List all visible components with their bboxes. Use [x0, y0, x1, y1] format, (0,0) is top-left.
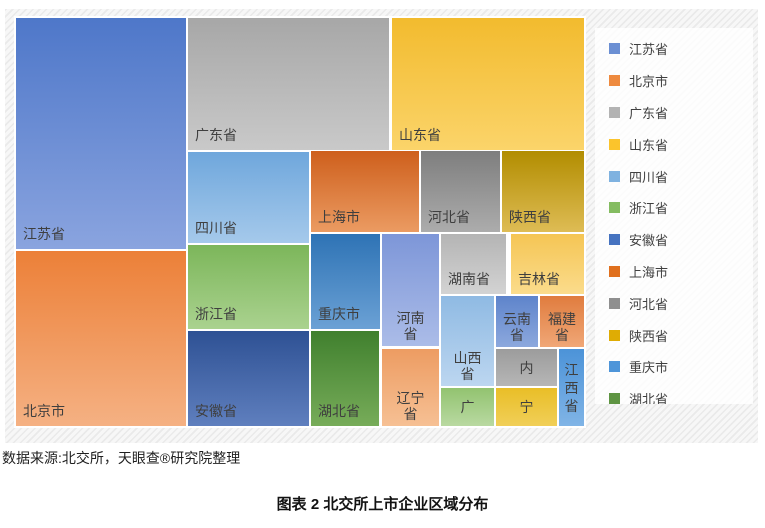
treemap-tile-inner-mongolia[interactable]: 内 — [496, 349, 557, 386]
treemap-tile-shanghai[interactable]: 上海市 — [311, 151, 419, 232]
legend: 江苏省北京市广东省山东省四川省浙江省安徽省上海市河北省陕西省重庆市湖北省 — [595, 28, 753, 404]
legend-swatch-icon — [609, 297, 620, 309]
legend-swatch-icon — [609, 202, 620, 214]
treemap-tile-shandong[interactable]: 山东省 — [392, 18, 584, 150]
tile-label: 安徽省 — [195, 403, 237, 419]
tile-label: 四川省 — [195, 220, 237, 236]
legend-swatch-icon — [609, 329, 620, 341]
tile-label: 江苏省 — [23, 226, 65, 242]
legend-label: 山东省 — [629, 137, 669, 153]
tile-label: 宁 — [519, 399, 534, 415]
treemap-tile-sichuan[interactable]: 四川省 — [188, 152, 309, 243]
tile-label: 吉林省 — [518, 271, 560, 287]
legend-swatch-icon — [609, 265, 620, 277]
legend-item[interactable]: 广东省 — [609, 97, 753, 129]
legend-swatch-icon — [609, 138, 620, 150]
tile-label: 湖南省 — [448, 271, 490, 287]
treemap-tile-shaanxi[interactable]: 陕西省 — [502, 151, 584, 232]
legend-swatch-icon — [609, 75, 620, 87]
treemap-tile-hebei[interactable]: 河北省 — [421, 151, 500, 232]
legend-item[interactable]: 湖北省 — [609, 383, 753, 404]
treemap-tile-jilin[interactable]: 吉林省 — [511, 234, 584, 294]
treemap-tile-chongqing[interactable]: 重庆市 — [311, 234, 380, 329]
legend-item[interactable]: 重庆市 — [609, 351, 753, 383]
tile-label: 广东省 — [195, 127, 237, 143]
tile-label: 江西省 — [564, 361, 579, 414]
treemap-tile-zhejiang[interactable]: 浙江省 — [188, 245, 309, 329]
legend-item[interactable]: 安徽省 — [609, 224, 753, 256]
legend-label: 安徽省 — [629, 233, 669, 249]
treemap-tile-guangxi[interactable]: 广 — [441, 388, 494, 426]
treemap-tile-shanxi[interactable]: 山西省 — [441, 296, 494, 386]
legend-item[interactable]: 浙江省 — [609, 192, 753, 224]
legend-swatch-icon — [609, 393, 620, 404]
tile-label: 河南省 — [396, 310, 425, 342]
treemap-tile-jiangxi[interactable]: 江西省 — [559, 349, 584, 426]
tile-label: 河北省 — [428, 209, 470, 225]
treemap-tile-fujian[interactable]: 福建省 — [540, 296, 584, 347]
legend-item[interactable]: 上海市 — [609, 256, 753, 288]
tile-label: 辽宁省 — [396, 390, 425, 422]
tile-label: 广 — [460, 399, 475, 415]
source-note: 数据来源:北交所，天眼查®研究院整理 — [2, 450, 241, 466]
treemap-tile-henan[interactable]: 河南省 — [382, 234, 439, 346]
legend-label: 四川省 — [629, 169, 669, 185]
treemap-tile-liaoning[interactable]: 辽宁省 — [382, 349, 439, 426]
legend-swatch-icon — [609, 361, 620, 373]
legend-swatch-icon — [609, 43, 620, 55]
legend-label: 北京市 — [629, 74, 669, 90]
tile-label: 云南省 — [503, 311, 531, 343]
legend-item[interactable]: 河北省 — [609, 287, 753, 319]
legend-label: 江苏省 — [629, 42, 669, 58]
legend-label: 陕西省 — [629, 328, 669, 344]
tile-label: 福建省 — [548, 311, 576, 343]
treemap-tile-yunnan[interactable]: 云南省 — [496, 296, 538, 347]
tile-label: 浙江省 — [195, 306, 237, 322]
legend-label: 重庆市 — [629, 360, 669, 376]
legend-label: 浙江省 — [629, 201, 669, 217]
legend-swatch-icon — [609, 106, 620, 118]
tile-label: 内 — [519, 359, 534, 376]
legend-item[interactable]: 陕西省 — [609, 319, 753, 351]
treemap-tile-jiangsu[interactable]: 江苏省 — [16, 18, 186, 249]
legend-label: 河北省 — [629, 296, 669, 312]
tile-label: 陕西省 — [509, 209, 551, 225]
legend-item[interactable]: 江苏省 — [609, 33, 753, 65]
tile-label: 上海市 — [318, 209, 360, 225]
legend-item[interactable]: 四川省 — [609, 160, 753, 192]
tile-label: 北京市 — [23, 403, 65, 419]
tile-label: 山东省 — [399, 127, 441, 143]
treemap-tile-hubei[interactable]: 湖北省 — [311, 331, 379, 426]
legend-swatch-icon — [609, 170, 620, 182]
treemap-tile-ningxia[interactable]: 宁 — [496, 388, 557, 426]
legend-label: 广东省 — [629, 105, 669, 121]
legend-label: 上海市 — [629, 264, 669, 280]
tile-label: 山西省 — [453, 350, 482, 382]
treemap-tile-beijing[interactable]: 北京市 — [16, 251, 186, 426]
tile-label: 重庆市 — [318, 306, 360, 322]
legend-item[interactable]: 山东省 — [609, 128, 753, 160]
tile-label: 湖北省 — [318, 403, 360, 419]
legend-label: 湖北省 — [629, 392, 669, 404]
treemap-tile-hunan[interactable]: 湖南省 — [441, 234, 506, 294]
legend-swatch-icon — [609, 234, 620, 246]
legend-item[interactable]: 北京市 — [609, 65, 753, 97]
treemap-tile-anhui[interactable]: 安徽省 — [188, 331, 309, 426]
treemap-tile-guangdong[interactable]: 广东省 — [188, 18, 389, 150]
figure-caption: 图表 2 北交所上市企业区域分布 — [276, 496, 489, 513]
